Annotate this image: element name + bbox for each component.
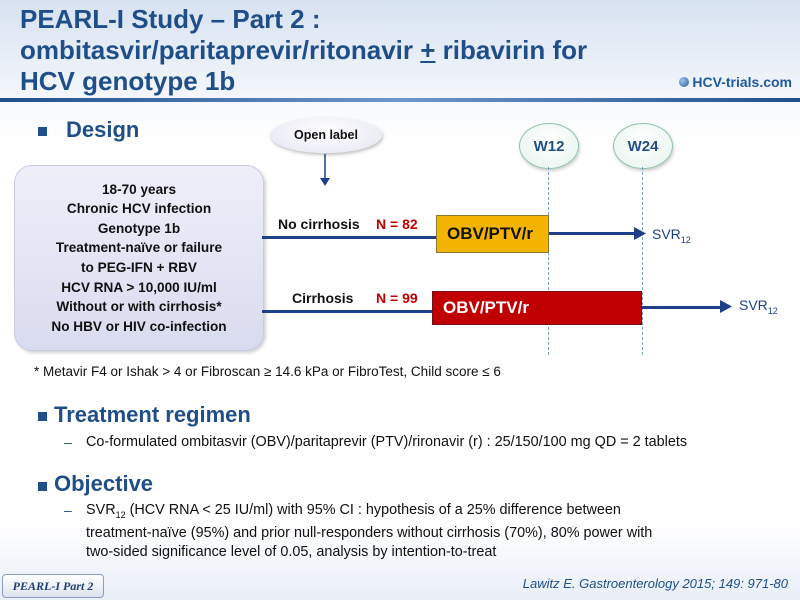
objective-line-3: two-sided significance level of 0.05, an… [86,543,497,560]
objective-line-1-text: (HCV RNA < 25 IU/ml) with 95% CI : hypot… [125,502,621,518]
population-line: Chronic HCV infection [66,201,212,217]
arm-2-regimen-bar: OBV/PTV/r [432,291,642,325]
arm-2-n: N = 99 [376,290,418,306]
slide-title: PEARL-I Study – Part 2 : ombitasvir/pari… [20,4,780,97]
week-24-bubble: W24 [613,123,673,169]
population-box: 18-70 years Chronic HCV infection Genoty… [14,165,264,351]
week-12-bubble: W12 [519,123,579,169]
arm-1-n: N = 82 [376,216,418,232]
arm-2-endpoint: SVR12 [739,297,778,316]
title-line-3: HCV genotype 1b [20,66,236,96]
objective-text: SVR12 (HCV RNA < 25 IU/ml) with 95% CI :… [86,501,786,561]
objective-bullet-icon [38,482,47,491]
cirrhosis-footnote: * Metavir F4 or Ishak > 4 or Fibroscan ≥… [34,364,501,379]
population-line: Without or with cirrhosis* [56,299,222,315]
treatment-dash: – [64,434,72,450]
title-divider [0,98,800,102]
population-line: Genotype 1b [97,220,181,236]
logo-text: HCV-trials.com [692,74,792,90]
objective-svr-sub: 12 [115,509,126,520]
title-line-1: PEARL-I Study – Part 2 : [20,4,321,34]
logo-globe-icon [679,77,690,87]
population-line: HCV RNA > 10,000 IU/ml [61,279,217,295]
title-line-2a: ombitasvir/paritaprevir/ritonavir [20,35,421,65]
arm-2-endpoint-text: SVR [739,297,768,313]
study-tag: PEARL-I Part 2 [2,574,104,598]
population-line: Treatment-naïve or failure [55,240,223,256]
objective-dash: – [64,502,72,518]
arm-2-line-left [262,310,438,313]
arm-1-endpoint-sub: 12 [680,234,691,245]
objective-heading: Objective [54,471,154,496]
treatment-bullet-icon [38,412,47,421]
objective-svr: SVR [86,502,116,518]
arm-2-endpoint-sub: 12 [767,305,778,316]
treatment-text: Co-formulated ombitasvir (OBV)/paritapre… [86,434,688,450]
arm-1-endpoint-text: SVR [652,226,681,242]
week-12-dashed-line [548,167,549,355]
arm-2-arrowhead-icon [720,300,732,313]
arm-1-regimen-bar: OBV/PTV/r [436,215,549,253]
population-line: No HBV or HIV co-infection [51,318,227,334]
design-bullet-icon [38,127,47,136]
objective-line-1: SVR12 (HCV RNA < 25 IU/ml) with 95% CI :… [86,501,786,524]
arm-1-line-left [262,236,438,239]
objective-line-2: treatment-naïve (95%) and prior null-res… [86,525,653,542]
arm-2-line-right [642,306,722,309]
open-label-arrow-icon [320,154,330,186]
arm-1-line-right [549,232,637,235]
open-label-bubble: Open label [270,117,382,153]
design-heading: Design [66,117,140,142]
title-line-2c: ribavirin for [435,35,588,65]
title-line-2: ombitasvir/paritaprevir/ritonavir + riba… [20,35,780,66]
arm-1-arrowhead-icon [634,227,646,240]
arm-1-endpoint: SVR12 [652,226,691,245]
site-logo: HCV-trials.com [679,74,792,90]
population-line: 18-70 years [101,181,177,197]
population-line: to PEG-IFN + RBV [81,260,197,275]
title-plus: + [420,35,436,65]
reference: Lawitz E. Gastroenterology 2015; 149: 97… [522,576,788,591]
arm-2-label: Cirrhosis [292,290,354,306]
arm-1-label: No cirrhosis [278,216,360,232]
treatment-heading: Treatment regimen [54,402,251,427]
week-24-dashed-line [642,167,643,355]
